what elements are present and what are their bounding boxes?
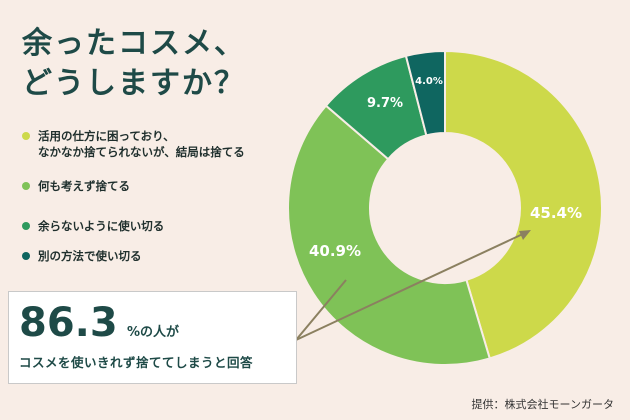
legend-label: 別の方法で使い切る — [38, 248, 142, 264]
donut-slice-2 — [287, 104, 491, 366]
credit-text: 提供：株式会社モーンガータ — [471, 398, 614, 411]
chart-title: 余ったコスメ、 どうしますか？ — [22, 24, 246, 104]
leader-arrowhead — [519, 230, 531, 240]
legend-item-1: 活用の仕方に困っており、なかなか捨てられないが、結局は捨てる — [22, 128, 245, 160]
slice-label-3: 9.7% — [367, 96, 403, 111]
title-line-1: 余ったコスメ、 — [22, 26, 246, 61]
donut-slice-1 — [444, 49, 603, 360]
leader-line-1 — [295, 232, 526, 341]
legend-label: 何も考えず捨てる — [38, 178, 130, 194]
slice-label-4: 4.0% — [415, 76, 443, 87]
legend-label: 活用の仕方に困っており、なかなか捨てられないが、結局は捨てる — [38, 128, 245, 160]
callout-box: 86.3 %の人が コスメを使いきれず捨ててしまうと回答 — [8, 291, 297, 384]
callout-suffix: %の人が — [127, 325, 180, 340]
legend-label-line: 活用の仕方に困っており、 — [38, 129, 175, 143]
slice-label-2: 40.9% — [309, 242, 361, 260]
legend-label-line: 別の方法で使い切る — [38, 249, 142, 263]
callout-subtext: コスメを使いきれず捨ててしまうと回答 — [19, 355, 254, 370]
legend-dot-icon — [22, 222, 30, 230]
legend-label-line: 余らないように使い切る — [38, 219, 165, 233]
donut-slice-4 — [404, 49, 446, 137]
legend-label-line: なかなか捨てられないが、結局は捨てる — [38, 145, 245, 159]
legend-label-line: 何も考えず捨てる — [38, 179, 130, 193]
leader-line-2 — [295, 279, 347, 341]
callout-percentage: 86.3 — [19, 300, 118, 346]
legend-dot-icon — [22, 252, 30, 260]
legend-item-2: 何も考えず捨てる — [22, 178, 130, 194]
title-line-2: どうしますか？ — [22, 66, 246, 101]
legend-dot-icon — [22, 132, 30, 140]
legend-label: 余らないように使い切る — [38, 218, 164, 234]
slice-label-1: 45.4% — [530, 204, 582, 222]
legend-item-3: 余らないように使い切る — [22, 218, 164, 234]
legend-item-4: 別の方法で使い切る — [22, 248, 142, 264]
legend-dot-icon — [22, 182, 30, 190]
